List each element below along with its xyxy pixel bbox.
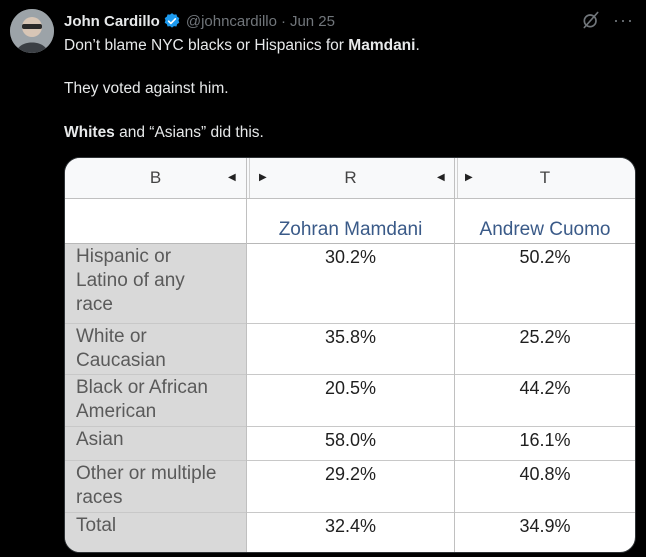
col-header-b: B ◀: [65, 158, 246, 199]
row-label: Asian: [65, 427, 246, 460]
grid-line: [249, 158, 250, 198]
header-actions: ···: [581, 10, 634, 30]
tweet-media-image[interactable]: B ◀ ▶ R ◀ ▶ T Zohran Mamdani Andrew Cuom…: [64, 157, 636, 553]
tweet-date[interactable]: Jun 25: [289, 12, 335, 30]
expand-right-icon: ▶: [259, 172, 267, 183]
tweet-text-line-2: They voted against him.: [64, 80, 229, 97]
row-label-line: American: [76, 401, 157, 422]
row-label-line: Asian: [76, 429, 124, 450]
tweet-text-line-1: Don’t blame NYC blacks or Hispanics for …: [64, 37, 420, 54]
row-label-line: races: [76, 487, 123, 508]
col-name-mamdani: Zohran Mamdani: [278, 219, 423, 240]
cell-mamdani: 29.2%: [324, 464, 377, 484]
author-name[interactable]: John Cardillo: [64, 12, 160, 30]
author-handle[interactable]: @johncardillo: [185, 12, 277, 30]
row-label-line: Black or African: [76, 377, 208, 398]
cell-mamdani: 32.4%: [324, 516, 377, 536]
row-label: Black or African American: [65, 375, 246, 426]
cell-mamdani: 58.0%: [324, 430, 377, 450]
grid-line: [246, 158, 247, 552]
expand-right-icon: ▶: [465, 172, 473, 183]
row-label-line: race: [76, 294, 113, 315]
more-options-icon[interactable]: ···: [613, 10, 634, 30]
avatar[interactable]: [10, 9, 54, 53]
grid-line: [65, 243, 635, 244]
cell-mamdani: 35.8%: [324, 327, 377, 347]
cell-cuomo: 44.2%: [519, 378, 571, 398]
grid-line: [65, 323, 635, 324]
collapse-left-icon: ◀: [437, 172, 445, 183]
grid-line: [454, 158, 455, 552]
grid-line: [65, 426, 635, 427]
row-label: Total: [65, 513, 246, 552]
grok-icon[interactable]: [581, 10, 601, 30]
separator: ·: [280, 12, 286, 30]
cell-cuomo: 40.8%: [519, 464, 571, 484]
avatar-image: [10, 9, 54, 53]
blank-label-cell: [65, 199, 246, 243]
grid-line: [65, 552, 635, 553]
grid-line: [65, 460, 635, 461]
col-name-cuomo: Andrew Cuomo: [479, 219, 611, 240]
col-header-t: ▶ T: [455, 158, 635, 199]
grid-line: [65, 374, 635, 375]
row-label: Other or multiple races: [65, 461, 246, 512]
cell-cuomo: 34.9%: [519, 516, 571, 536]
row-label-line: White or: [76, 326, 147, 347]
row-label-line: Total: [76, 515, 117, 536]
grid-line: [65, 512, 635, 513]
col-header-r: ▶ R ◀: [247, 158, 454, 199]
cell-cuomo: 50.2%: [519, 247, 571, 267]
row-label-line: Other or multiple: [76, 463, 217, 484]
row-label: White or Caucasian: [65, 324, 246, 374]
spreadsheet-screenshot: B ◀ ▶ R ◀ ▶ T Zohran Mamdani Andrew Cuom…: [65, 158, 635, 552]
cell-cuomo: 16.1%: [519, 430, 571, 450]
collapse-left-icon: ◀: [228, 172, 236, 183]
verified-badge-icon: [164, 13, 180, 28]
grid-line: [457, 158, 458, 198]
cell-mamdani: 20.5%: [324, 378, 377, 398]
cell-mamdani: 30.2%: [324, 247, 377, 267]
row-label-line: Hispanic or: [76, 246, 172, 267]
tweet-header: John Cardillo @johncardillo · Jun 25: [64, 10, 335, 32]
cell-cuomo: 25.2%: [519, 327, 571, 347]
row-label-line: Caucasian: [76, 350, 166, 371]
tweet-text-line-3: Whites and “Asians” did this.: [64, 124, 264, 141]
row-label: Hispanic or Latino of any race: [65, 244, 246, 323]
row-label-line: Latino of any: [76, 270, 185, 291]
